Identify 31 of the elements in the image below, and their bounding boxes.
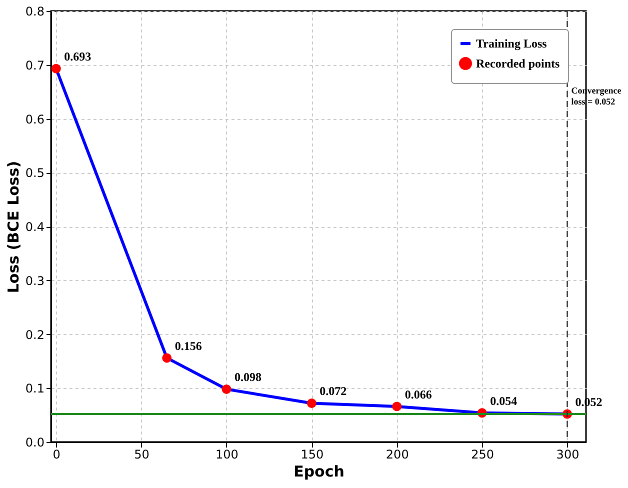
y-axis-title: Loss (BCE Loss) <box>4 160 22 294</box>
y-tick-label: 0.6 <box>25 112 44 126</box>
point <box>392 402 402 412</box>
y-tick-label: 0.4 <box>25 220 44 234</box>
point <box>306 398 316 408</box>
y-tick-label: 0.2 <box>25 328 44 342</box>
x-tick-label: 250 <box>471 448 494 462</box>
x-axis-title: Epoch <box>294 462 344 480</box>
data-label: 0.072 <box>320 384 347 398</box>
y-tick-label: 0.8 <box>25 4 44 18</box>
x-tick-label: 50 <box>134 448 150 462</box>
x-tick-label: 100 <box>216 448 238 462</box>
y-tick-label: 0.0 <box>25 436 44 450</box>
data-label: 0.693 <box>64 50 92 64</box>
x-tick-label: 200 <box>386 448 409 462</box>
y-tick-label: 0.3 <box>25 274 44 288</box>
legend-label: Recorded points <box>476 56 560 70</box>
point <box>222 384 232 394</box>
y-tick-label: 0.1 <box>25 382 44 396</box>
point <box>162 353 172 363</box>
x-tick-label: 300 <box>556 448 580 462</box>
x-tick-label: 150 <box>300 448 324 462</box>
data-label: 0.054 <box>490 394 518 408</box>
y-tick-label: 0.7 <box>25 58 44 72</box>
x-tick-label: 0 <box>52 448 60 462</box>
legend-label: Training Loss <box>476 36 548 50</box>
data-label: 0.156 <box>174 338 202 353</box>
y-tick-label: 0.5 <box>25 166 44 180</box>
data-label: 0.066 <box>404 387 432 402</box>
point <box>51 64 61 74</box>
data-label: 0.098 <box>234 370 262 384</box>
